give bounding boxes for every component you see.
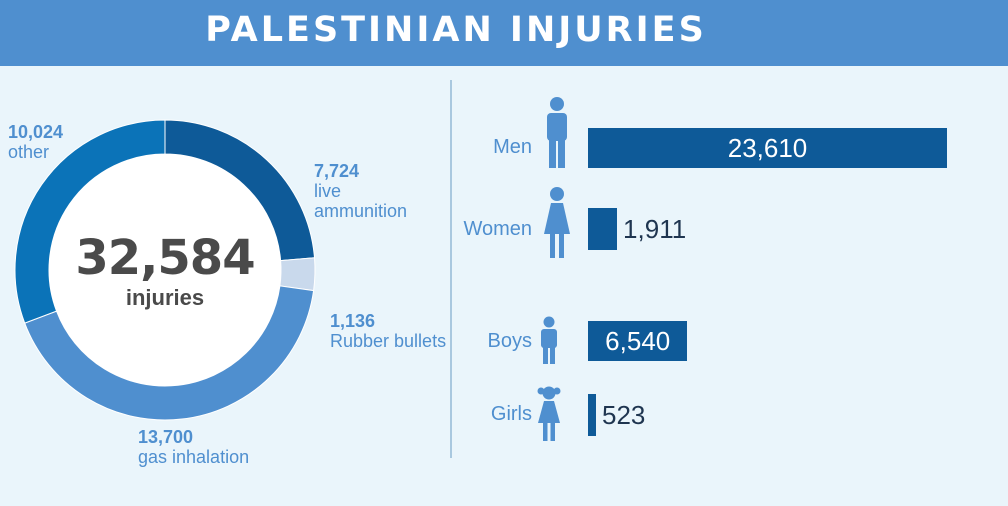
boy-icon: [541, 316, 557, 364]
slice-value-rubber-bullets: 1,136: [330, 311, 376, 331]
slice-name-gas-inhalation: gas inhalation: [138, 447, 250, 467]
slice-value-other: 10,024: [8, 122, 64, 142]
value-label-girls: 523: [602, 400, 646, 430]
value-label-boys: 6,540: [605, 326, 671, 356]
girl-icon: [537, 386, 561, 441]
bar-boys: [588, 321, 688, 361]
bar-men: [588, 128, 947, 168]
slice-label-gas-inhalation: 13,700 gas inhalation: [138, 427, 278, 467]
header-banner: PALESTINIAN INJURIES: [0, 0, 1008, 66]
slice-name-live-ammunition: live ammunition: [314, 181, 408, 221]
woman-icon: [544, 187, 570, 258]
section-divider: [450, 80, 452, 458]
value-label-men: 23,610: [727, 133, 808, 163]
slice-label-other: 10,024 other: [8, 122, 108, 162]
value-label-women: 1,911: [623, 214, 687, 244]
total-injuries-label: injuries: [125, 285, 205, 310]
bar-girls: [588, 394, 596, 436]
total-injuries-value: 32,584: [75, 230, 255, 286]
page-title: PALESTINIAN INJURIES: [205, 10, 707, 50]
category-label-women: Women: [463, 218, 532, 240]
slice-label-live-ammunition: 7,724 live ammunition: [314, 161, 434, 221]
slice-name-other: other: [8, 142, 50, 162]
slice-name-rubber-bullets: Rubber bullets: [330, 331, 447, 351]
donut-slice-other: [14, 119, 166, 324]
man-icon: [547, 97, 567, 168]
category-label-girls: Girls: [490, 403, 532, 425]
donut-chart: [14, 119, 316, 421]
slice-label-rubber-bullets: 1,136 Rubber bullets: [330, 311, 450, 351]
slice-value-gas-inhalation: 13,700: [138, 427, 194, 447]
category-label-boys: Boys: [487, 330, 532, 352]
donut-slice-rubber-bullets: [279, 257, 316, 292]
donut-hole: [49, 154, 281, 386]
bar-women: [588, 208, 618, 250]
slice-value-live-ammunition: 7,724: [314, 161, 360, 181]
category-label-men: Men: [493, 136, 532, 158]
